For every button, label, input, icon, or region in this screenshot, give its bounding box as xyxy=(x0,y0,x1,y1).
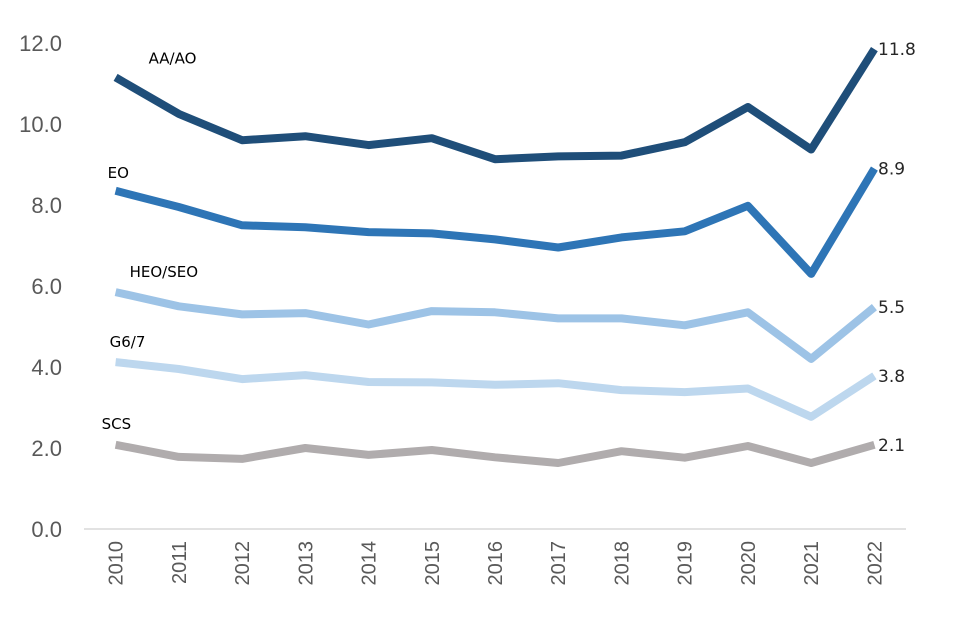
x-tick-label: 2017 xyxy=(548,541,570,586)
series-labels: AA/AO EO HEO/SEO G6/7 SCS xyxy=(102,49,198,432)
x-tick-label: 2011 xyxy=(169,541,191,584)
end-value-label: 11.8 xyxy=(878,40,916,60)
x-tick-label: 2022 xyxy=(864,541,886,586)
x-tick-label: 2015 xyxy=(422,541,444,586)
y-tick-label: 4.0 xyxy=(31,355,62,380)
y-tick-label: 0.0 xyxy=(31,517,62,542)
series-line-heo-seo xyxy=(114,288,877,363)
x-tick-label: 2021 xyxy=(801,541,823,586)
y-axis-ticks: 0.0 2.0 4.0 6.0 8.0 10.0 12.0 xyxy=(19,31,62,542)
x-tick-label: 2013 xyxy=(295,541,317,586)
end-value-label: 8.9 xyxy=(878,160,905,180)
y-tick-label: 10.0 xyxy=(19,112,62,137)
x-tick-label: 2019 xyxy=(675,541,697,586)
series-name-label: AA/AO xyxy=(149,49,197,67)
x-tick-label: 2012 xyxy=(232,541,254,586)
series-name-label: SCS xyxy=(102,415,132,433)
series-line-scs xyxy=(114,440,876,467)
end-value-label: 5.5 xyxy=(878,298,905,318)
y-tick-label: 6.0 xyxy=(31,274,62,299)
series-line-g6-7 xyxy=(115,358,877,421)
series-line-eo xyxy=(114,166,878,278)
x-tick-label: 2010 xyxy=(106,541,128,586)
x-axis-ticks: 2010 2011 2012 2013 2014 2015 2016 2017 2018 2019… xyxy=(106,541,887,586)
series-name-label: HEO/SEO xyxy=(130,263,198,281)
x-tick-label: 2014 xyxy=(359,541,381,586)
y-tick-label: 12.0 xyxy=(19,31,62,56)
series-name-label: G6/7 xyxy=(110,333,146,351)
y-tick-label: 2.0 xyxy=(31,436,62,461)
series-line-aa-ao xyxy=(113,46,878,164)
x-tick-label: 2018 xyxy=(611,541,633,586)
series-lines xyxy=(113,46,878,467)
y-tick-label: 8.0 xyxy=(31,193,62,218)
end-value-labels: 11.8 8.9 5.5 3.8 2.1 xyxy=(878,40,916,456)
series-name-label: EO xyxy=(108,164,129,182)
x-tick-label: 2020 xyxy=(738,541,760,586)
end-value-label: 2.1 xyxy=(878,436,905,456)
end-value-label: 3.8 xyxy=(878,367,905,387)
x-tick-label: 2016 xyxy=(485,541,507,586)
